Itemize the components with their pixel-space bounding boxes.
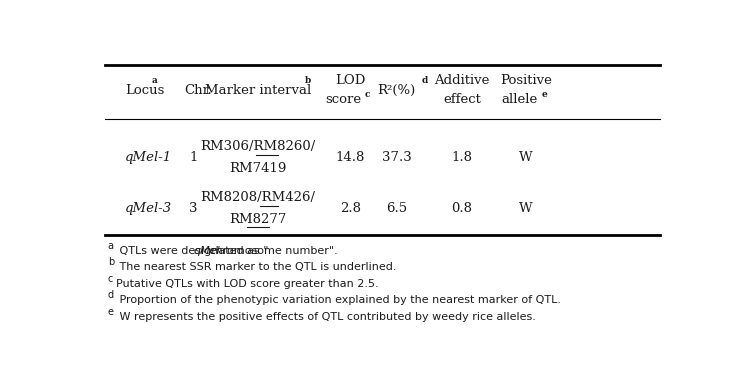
- Text: Additive: Additive: [434, 74, 490, 86]
- Text: chromosome number".: chromosome number".: [206, 246, 338, 256]
- Text: The nearest SSR marker to the QTL is underlined.: The nearest SSR marker to the QTL is und…: [116, 262, 396, 272]
- Text: 0.8: 0.8: [451, 202, 473, 215]
- Text: c: c: [107, 274, 113, 284]
- Text: a: a: [107, 241, 113, 251]
- Text: RM306/RM8260/: RM306/RM8260/: [201, 140, 316, 153]
- Text: d: d: [421, 77, 428, 85]
- Text: allele: allele: [502, 93, 538, 106]
- Text: 37.3: 37.3: [382, 151, 412, 164]
- Text: Marker interval: Marker interval: [205, 84, 311, 98]
- Text: 3: 3: [189, 202, 198, 215]
- Text: score: score: [325, 93, 362, 106]
- Text: qMel-1: qMel-1: [125, 151, 172, 164]
- Text: Positive: Positive: [500, 74, 551, 86]
- Text: c: c: [365, 91, 371, 99]
- Text: 1.8: 1.8: [451, 151, 473, 164]
- Text: Putative QTLs with LOD score greater than 2.5.: Putative QTLs with LOD score greater tha…: [116, 279, 378, 289]
- Text: effect: effect: [443, 93, 481, 106]
- Text: e: e: [542, 91, 547, 99]
- Text: qMel: qMel: [194, 246, 221, 256]
- Text: 1: 1: [189, 151, 198, 164]
- Text: 2.8: 2.8: [340, 202, 361, 215]
- Text: W: W: [519, 151, 533, 164]
- Text: LOD: LOD: [336, 74, 366, 86]
- Text: d: d: [107, 290, 114, 300]
- Text: RM8277: RM8277: [229, 213, 286, 226]
- Text: b: b: [305, 77, 311, 85]
- Text: QTLs were designated as ": QTLs were designated as ": [116, 246, 269, 256]
- Text: RM8208/RM426/: RM8208/RM426/: [201, 191, 316, 204]
- Text: 14.8: 14.8: [336, 151, 366, 164]
- Text: Chr.: Chr.: [184, 84, 213, 98]
- Text: W represents the positive effects of QTL contributed by weedy rice alleles.: W represents the positive effects of QTL…: [116, 312, 536, 322]
- Text: Proportion of the phenotypic variation explained by the nearest marker of QTL.: Proportion of the phenotypic variation e…: [116, 295, 561, 305]
- Text: RM7419: RM7419: [229, 162, 286, 175]
- Text: b: b: [107, 257, 114, 267]
- Text: W: W: [519, 202, 533, 215]
- Text: 6.5: 6.5: [386, 202, 407, 215]
- Text: qMel-3: qMel-3: [125, 202, 172, 215]
- Text: Locus: Locus: [125, 84, 164, 98]
- Text: e: e: [107, 307, 113, 316]
- Text: a: a: [151, 77, 157, 85]
- Text: R²(%): R²(%): [377, 84, 416, 98]
